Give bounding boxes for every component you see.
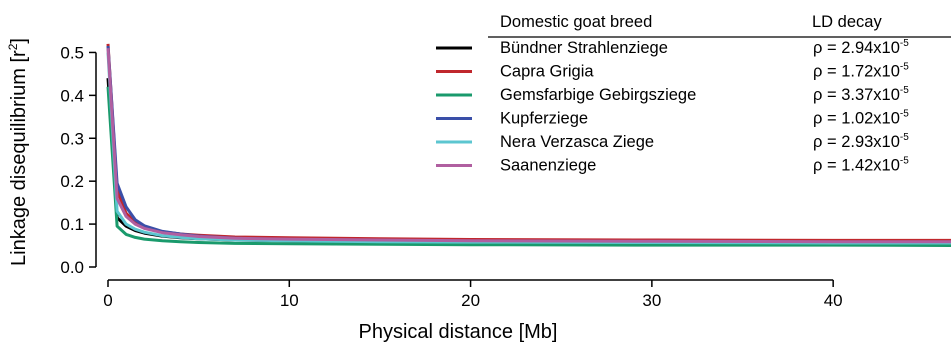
y-ticks: 0.0 0.1 0.2 0.3 0.4 0.5 [60, 43, 96, 277]
y-axis-title-sup: 2 [6, 43, 20, 50]
y-axis-title-close: ] [8, 38, 30, 44]
x-tick-label: 40 [824, 291, 843, 310]
x-tick-label: 10 [280, 291, 299, 310]
x-tick-label: 0 [103, 291, 112, 310]
series-lines [106, 43, 951, 247]
legend-rho: ρ = 2.94x10-5 [813, 38, 909, 57]
legend-label: Gemsfarbige Gebirgsziege [500, 86, 696, 104]
x-axis-title: Physical distance [Mb] [359, 321, 558, 343]
x-ticks: 0 10 20 30 40 [103, 280, 843, 310]
legend-rho: ρ = 1.02x10-5 [813, 109, 909, 128]
legend-header-decay: LD decay [812, 13, 882, 31]
x-tick-label: 20 [461, 291, 480, 310]
legend-label: Saanenziege [500, 157, 596, 175]
y-tick-label: 0.3 [60, 129, 84, 148]
y-tick-label: 0.2 [60, 172, 84, 191]
legend-rho: ρ = 1.72x10-5 [813, 62, 909, 81]
legend: Domestic goat breed LD decay Bündner Str… [436, 13, 951, 175]
series-line-6 [106, 48, 951, 244]
legend-rho: ρ = 1.42x10-5 [813, 156, 909, 175]
legend-header-breed: Domestic goat breed [500, 13, 652, 31]
y-axis-title: Linkage disequilibrium [r2] [6, 38, 30, 266]
legend-label: Bündner Strahlenziege [500, 39, 668, 57]
legend-label: Nera Verzasca Ziege [500, 133, 654, 151]
legend-label: Capra Grigia [500, 63, 594, 81]
legend-rows: Bündner Strahlenziege ρ = 2.94x10-5 Capra … [436, 38, 909, 175]
y-tick-label: 0.5 [60, 43, 84, 62]
y-tick-label: 0.1 [60, 215, 84, 234]
y-tick-label: 0.4 [60, 86, 84, 105]
legend-rho: ρ = 3.37x10-5 [813, 85, 909, 104]
x-tick-label: 30 [642, 291, 661, 310]
series-line-3 [106, 86, 951, 247]
y-axis-title-main: Linkage disequilibrium [r [8, 50, 30, 266]
y-tick-label: 0.0 [60, 258, 84, 277]
legend-label: Kupferziege [500, 110, 588, 128]
legend-rho: ρ = 2.93x10-5 [813, 132, 909, 151]
